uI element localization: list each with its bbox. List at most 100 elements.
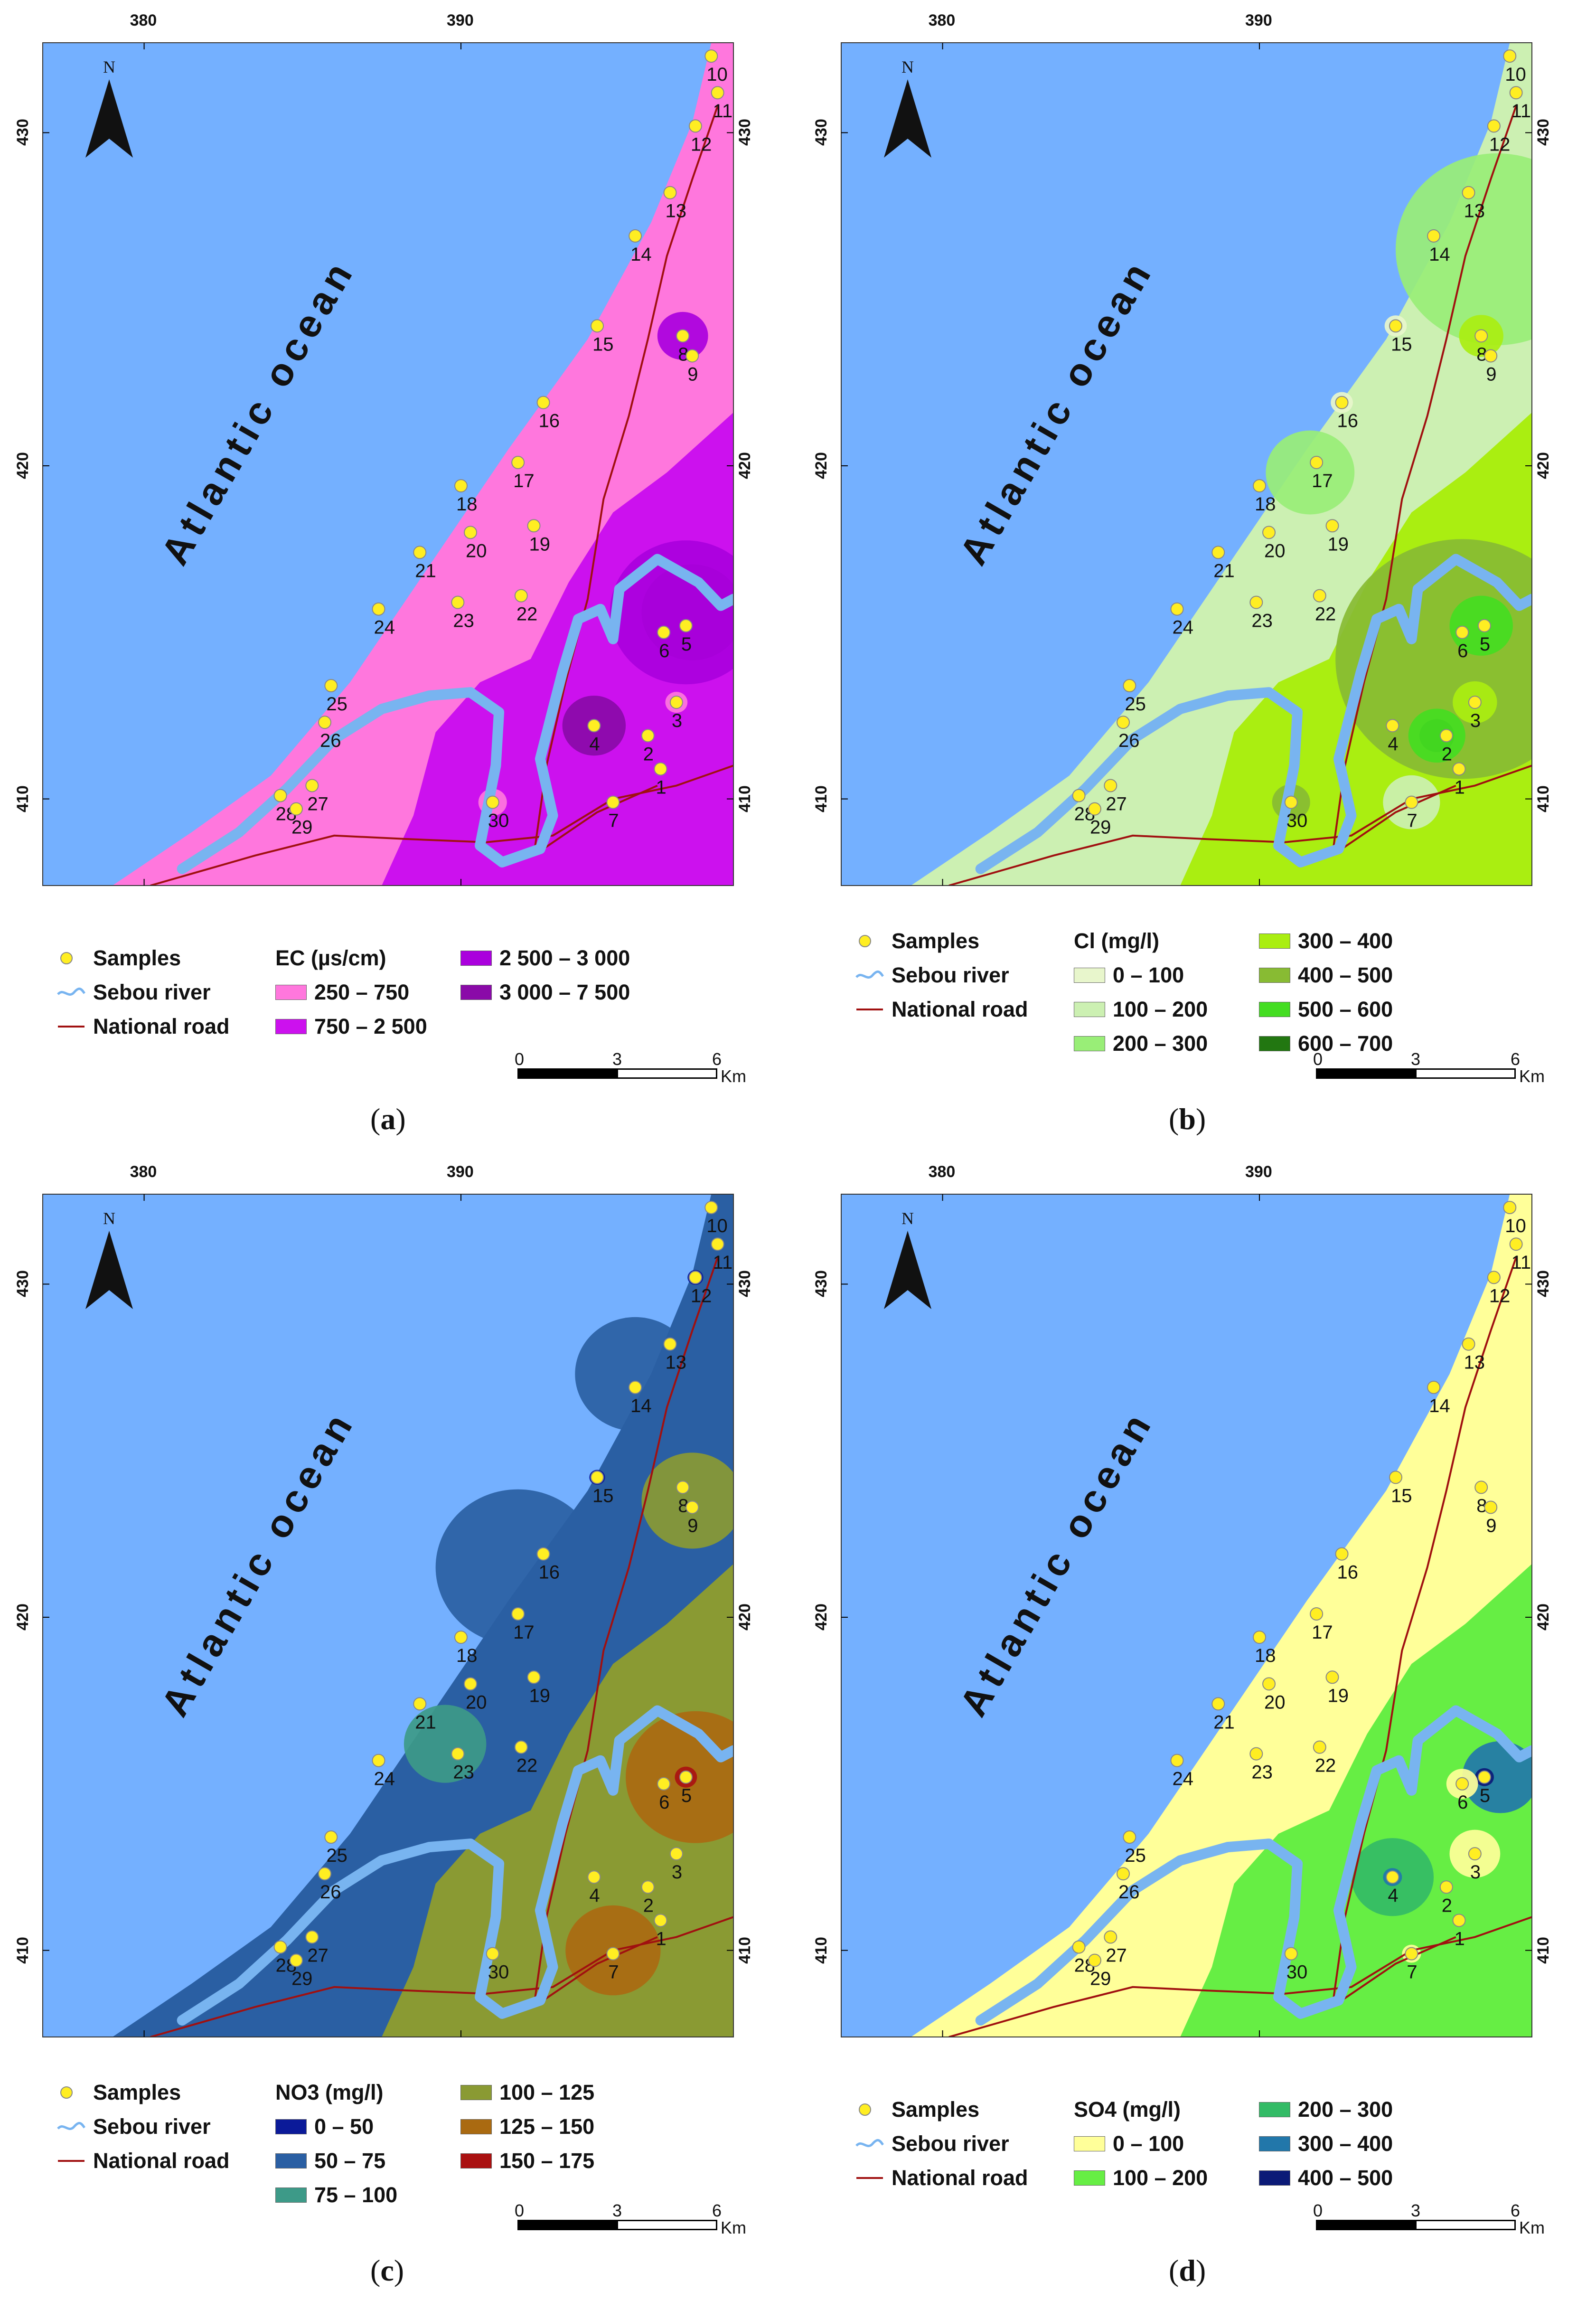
sample-label: 22 <box>1315 1755 1336 1776</box>
legend-swatch <box>1259 2170 1290 2186</box>
concentration-zone <box>610 540 733 685</box>
road-icon <box>856 2177 883 2179</box>
sample-point <box>536 396 550 409</box>
legend-item-label: Samples <box>93 946 181 970</box>
sample-point <box>1509 1237 1523 1251</box>
legend-item-label: National road <box>93 1014 230 1038</box>
legend-item-label: Sebou river <box>93 2114 211 2139</box>
y-coordinate-label: 430 <box>735 1270 754 1298</box>
sample-label: 27 <box>1106 1945 1127 1966</box>
legend-item-label: 250 – 750 <box>314 980 410 1004</box>
sample-point <box>1249 1747 1263 1761</box>
sample-point <box>1455 1777 1469 1791</box>
sample-label: 22 <box>1315 604 1336 625</box>
y-coordinate-label: 420 <box>1534 452 1552 479</box>
sample-point <box>372 602 385 616</box>
national-road <box>533 105 719 856</box>
x-coordinate-label: 390 <box>1245 1163 1272 1181</box>
legend-class-item: 300 – 400 <box>1259 2131 1393 2156</box>
sample-icon <box>60 952 73 964</box>
sample-label: 21 <box>415 560 436 581</box>
y-coordinate-label: 420 <box>812 452 830 479</box>
sample-point <box>657 625 671 639</box>
sample-label: 7 <box>1407 1962 1417 1983</box>
legend-swatch <box>275 1019 307 1034</box>
sample-label: 24 <box>374 1769 395 1790</box>
legend-swatch <box>460 985 492 1000</box>
sample-label: 30 <box>488 811 509 831</box>
sample-point <box>514 589 528 603</box>
sample-point <box>1313 589 1326 603</box>
sample-point <box>273 1940 287 1954</box>
sample-label: 29 <box>1090 1969 1111 1989</box>
sample-label: 15 <box>1391 1485 1412 1506</box>
sample-point <box>413 1697 427 1711</box>
sample-point <box>1487 1271 1501 1284</box>
sample-point <box>1313 1740 1326 1754</box>
y-coordinate-label: 420 <box>812 1603 830 1631</box>
sample-point <box>591 1471 604 1484</box>
map-panel-b: 1 2 3 4 5 6 7 8 9 10 11 12 13 14 15 16 17 18 19 20 21 22 23 24 2… <box>798 0 1596 1149</box>
legend-swatch <box>1259 2102 1290 2117</box>
y-coordinate-label: 420 <box>13 452 32 479</box>
legend-swatch <box>275 2119 307 2134</box>
sample-label: 17 <box>1312 1622 1333 1643</box>
legend-item-label: 300 – 400 <box>1298 929 1393 953</box>
sample-label: 2 <box>643 744 654 764</box>
river-icon <box>855 970 884 979</box>
sample-label: 12 <box>691 134 712 155</box>
sample-label: 6 <box>659 641 669 661</box>
national-road <box>1331 105 1517 856</box>
map-content <box>43 43 733 886</box>
legend-item-label: National road <box>892 997 1028 1021</box>
sample-icon <box>859 935 871 947</box>
sample-label: 6 <box>1457 1792 1468 1813</box>
sample-point <box>679 1770 693 1784</box>
sample-label: 17 <box>513 1622 535 1643</box>
legend-swatch <box>275 985 307 1000</box>
sample-label: 20 <box>466 540 487 561</box>
sample-point <box>688 119 702 133</box>
legend-river: Sebou river <box>855 963 1009 988</box>
scale-tick-label: 3 <box>612 1049 622 1069</box>
sample-point <box>688 1271 702 1284</box>
legend-swatch <box>1259 933 1290 949</box>
legend-river: Sebou river <box>57 2114 211 2139</box>
legend-class-item: 0 – 100 <box>1074 963 1184 988</box>
sample-point <box>1123 679 1136 693</box>
legend-class-item: 300 – 400 <box>1259 929 1393 953</box>
national-road <box>1341 1936 1456 2001</box>
sample-point <box>1386 1870 1399 1884</box>
sample-label: 12 <box>691 1285 712 1306</box>
north-label: N <box>901 57 914 76</box>
x-coordinate-label: 390 <box>447 11 474 29</box>
sample-point <box>1439 1880 1453 1894</box>
land-inland-zone <box>1180 1564 1532 2037</box>
sample-point <box>1462 1337 1475 1351</box>
y-coordinate-label: 410 <box>1534 785 1552 812</box>
sample-point <box>1249 595 1263 609</box>
legend-class-item: 500 – 600 <box>1259 997 1393 1022</box>
sample-label: 18 <box>1255 494 1276 515</box>
sample-label: 16 <box>539 411 560 432</box>
sample-label: 21 <box>1213 560 1235 581</box>
sample-label: 14 <box>630 244 652 265</box>
scale-tick-label: 6 <box>1511 2201 1521 2220</box>
sample-label: 15 <box>1391 334 1412 355</box>
sample-point <box>1072 1940 1086 1954</box>
legend-swatch <box>1259 1036 1290 1051</box>
legend-swatch <box>1074 968 1105 983</box>
legend-item-label: 100 – 200 <box>1113 997 1208 1021</box>
sample-label: 3 <box>1470 710 1481 731</box>
sample-point <box>1262 526 1276 539</box>
sebou-river <box>177 1705 733 2026</box>
y-coordinate-label: 420 <box>735 1603 754 1631</box>
sample-label: 14 <box>1429 244 1450 265</box>
sample-point <box>289 1953 303 1967</box>
north-arrow: N <box>882 57 934 165</box>
sample-point <box>1211 546 1225 559</box>
sample-point <box>1104 779 1117 792</box>
sample-point <box>305 779 319 792</box>
scale-unit-label: Km <box>721 1066 746 1086</box>
legend-swatch <box>460 2119 492 2134</box>
